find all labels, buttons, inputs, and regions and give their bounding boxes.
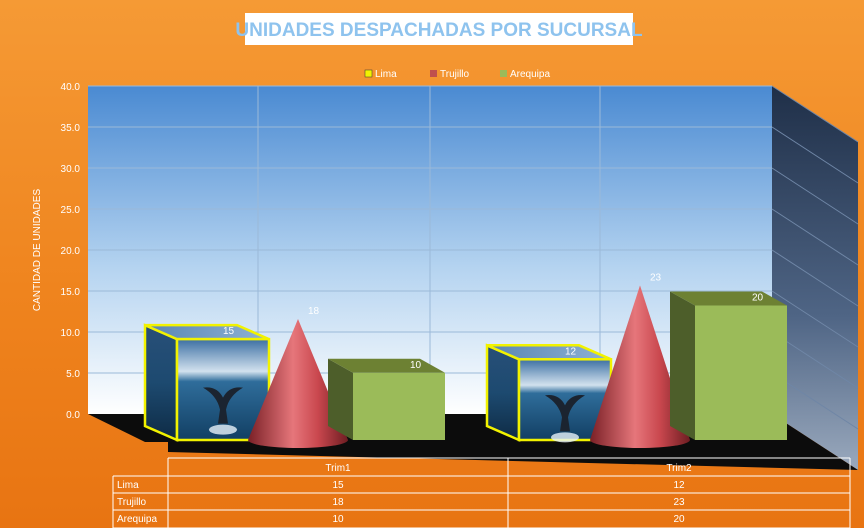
y-axis-label: CANTIDAD DE UNIDADES bbox=[32, 189, 43, 312]
y-tick-label: 0.0 bbox=[66, 410, 80, 421]
y-tick-label: 30.0 bbox=[61, 164, 81, 175]
table-header-cell: Trim2 bbox=[666, 463, 692, 474]
table-header-cell: Trim1 bbox=[325, 463, 351, 474]
bar-top-face bbox=[670, 291, 787, 306]
side-gridline bbox=[771, 208, 859, 266]
chart-title: UNIDADES DESPACHADAS POR SUCURSAL bbox=[235, 20, 643, 41]
table-cell: 23 bbox=[673, 497, 685, 508]
table-row-label: Lima bbox=[117, 480, 139, 491]
y-tick-label: 25.0 bbox=[61, 205, 81, 216]
bar-lima-Trim1 bbox=[143, 323, 271, 442]
value-label: 12 bbox=[565, 346, 577, 357]
bar-side-face bbox=[670, 291, 695, 440]
legend-swatch bbox=[364, 69, 373, 78]
splash-icon bbox=[551, 432, 579, 443]
y-tick-label: 5.0 bbox=[66, 369, 80, 380]
y-tick-label: 35.0 bbox=[61, 123, 81, 134]
table-cell: 15 bbox=[332, 480, 344, 491]
value-labels: 15 18 10 12 23 20 bbox=[223, 272, 764, 370]
bar-lima-Trim2 bbox=[485, 343, 613, 443]
side-gridline bbox=[771, 167, 859, 225]
table-cell: 18 bbox=[332, 497, 344, 508]
value-label: 23 bbox=[650, 272, 662, 283]
cone-trujillo-Trim2 bbox=[590, 285, 690, 448]
title-box bbox=[245, 13, 633, 45]
whale-tail-icon bbox=[203, 387, 243, 424]
legend-label: Arequipa bbox=[510, 69, 550, 80]
table-cell: 12 bbox=[673, 480, 685, 491]
table-cell: 10 bbox=[332, 514, 344, 525]
table-row-label: Arequipa bbox=[117, 514, 157, 525]
side-gridline bbox=[771, 85, 859, 143]
table-row-label: Trujillo bbox=[117, 497, 147, 508]
legend-swatch bbox=[430, 70, 437, 77]
bar-top-face bbox=[328, 358, 445, 373]
bar-arequipa-Trim1 bbox=[328, 358, 445, 440]
bar-side-face bbox=[143, 323, 179, 442]
y-axis-ticks: 0.0 5.0 10.0 15.0 20.0 25.0 30.0 35.0 40.0 bbox=[61, 82, 81, 421]
whale-tail-icon bbox=[545, 395, 585, 432]
y-tick-label: 20.0 bbox=[61, 246, 81, 257]
value-label: 18 bbox=[308, 306, 320, 317]
table-cell: 20 bbox=[673, 514, 685, 525]
legend-label: Lima bbox=[375, 69, 397, 80]
bar-front-face bbox=[695, 305, 787, 440]
y-tick-label: 15.0 bbox=[61, 287, 81, 298]
side-gridline bbox=[771, 249, 859, 307]
side-gridline bbox=[771, 126, 859, 184]
bar-arequipa-Trim2 bbox=[670, 291, 787, 440]
splash-icon bbox=[209, 424, 237, 435]
y-tick-label: 40.0 bbox=[61, 82, 81, 93]
value-label: 15 bbox=[223, 326, 235, 337]
bar-side-face bbox=[328, 358, 353, 440]
side-gridline bbox=[771, 290, 859, 348]
y-tick-label: 10.0 bbox=[61, 328, 81, 339]
value-label: 10 bbox=[410, 360, 422, 371]
bar-front-face bbox=[353, 372, 445, 440]
legend: Lima Trujillo Arequipa bbox=[364, 69, 550, 80]
bar-side-face bbox=[485, 343, 521, 442]
legend-swatch bbox=[500, 70, 507, 77]
legend-label: Trujillo bbox=[440, 69, 470, 80]
cone-trujillo-Trim1 bbox=[248, 318, 348, 448]
data-table: Trim1 Trim2 Lima 15 12 Trujillo 18 23 Arequipa 10… bbox=[112, 457, 851, 528]
chart-marks bbox=[143, 285, 787, 448]
value-label: 20 bbox=[752, 293, 764, 304]
